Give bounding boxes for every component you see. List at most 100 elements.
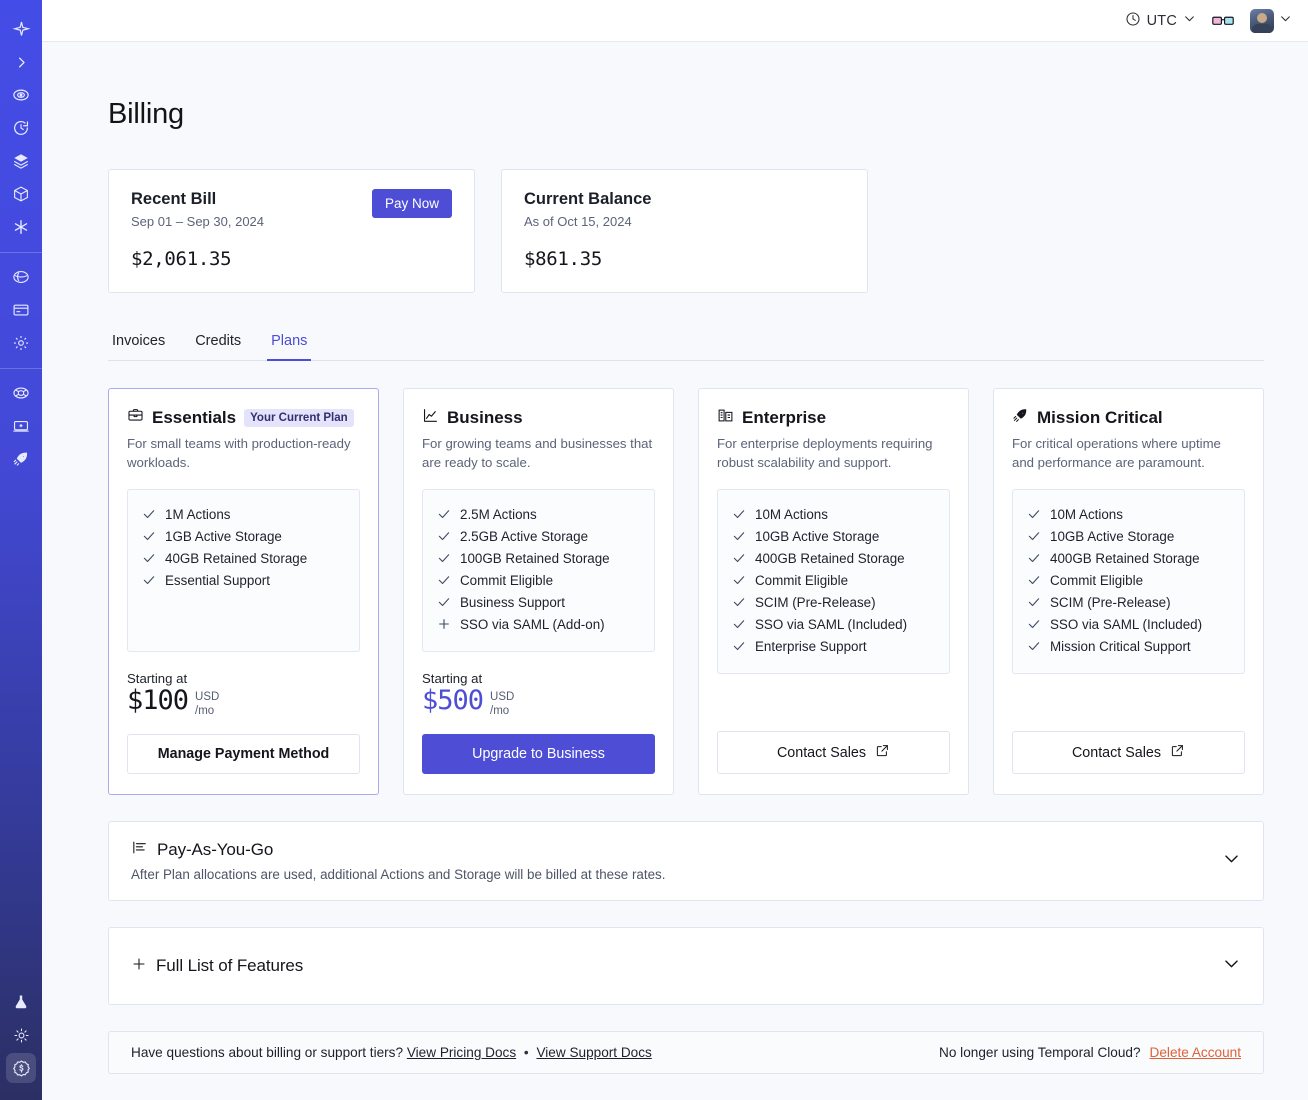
price-period: /mo (490, 705, 510, 718)
chevron-down-icon[interactable] (1222, 849, 1241, 873)
pay-now-button[interactable]: Pay Now (371, 189, 452, 218)
expand-chevron-icon[interactable] (6, 47, 36, 77)
feature-label: SSO via SAML (Included) (1050, 616, 1203, 632)
feature-label: 10GB Active Storage (1050, 528, 1175, 544)
price-unit: USD /mo (490, 687, 514, 719)
chevron-down-icon[interactable] (1222, 954, 1241, 978)
layers-icon[interactable] (6, 146, 36, 176)
price-row: $500 USD /mo (422, 686, 655, 719)
upgrade-to-business-button[interactable]: Upgrade to Business (422, 734, 655, 774)
current-balance-card: Current Balance As of Oct 15, 2024 $861.… (501, 169, 868, 293)
feature-label: SCIM (Pre-Release) (755, 594, 876, 610)
sidebar-divider-1 (0, 252, 42, 253)
schedules-icon[interactable] (6, 113, 36, 143)
check-icon (1027, 595, 1041, 609)
feature-label: 40GB Retained Storage (165, 550, 308, 566)
button-label: Manage Payment Method (157, 746, 330, 762)
accordion-text-group: Pay-As-You-Go After Plan allocations are… (131, 839, 665, 882)
chevron-down-icon (1183, 12, 1196, 29)
glasses-icon[interactable] (1212, 13, 1234, 29)
plan-name-essentials: Essentials (152, 408, 237, 427)
feature-item: SSO via SAML (Included) (732, 613, 935, 635)
plan-card-mission-critical: Mission Critical For critical operations… (993, 388, 1264, 795)
check-icon (732, 595, 746, 609)
globe-icon[interactable] (6, 262, 36, 292)
flask-icon[interactable] (6, 987, 36, 1017)
button-label: Upgrade to Business (472, 746, 605, 762)
manage-payment-method-button[interactable]: Manage Payment Method (127, 734, 360, 774)
billing-dollar-icon[interactable] (6, 1053, 36, 1083)
namespaces-icon[interactable] (6, 80, 36, 110)
user-menu[interactable] (1250, 8, 1292, 33)
check-icon (437, 595, 451, 609)
feature-item: 10M Actions (1027, 503, 1230, 525)
check-icon (1027, 507, 1041, 521)
chart-line-icon (422, 407, 439, 429)
plan-footer-enterprise: Contact Sales (717, 731, 950, 774)
feature-list-enterprise: 10M Actions 10GB Active Storage 400GB Re… (717, 489, 950, 675)
view-pricing-docs-link[interactable]: View Pricing Docs (406, 1045, 517, 1060)
cube-icon[interactable] (6, 179, 36, 209)
check-icon (732, 507, 746, 521)
feature-label: Essential Support (165, 572, 270, 588)
external-link-icon (1170, 743, 1185, 762)
feature-item: Enterprise Support (732, 635, 935, 657)
feature-label: SSO via SAML (Included) (755, 616, 908, 632)
feature-item: Business Support (437, 591, 640, 613)
left-sidebar (0, 0, 42, 1100)
price-currency: USD (490, 690, 515, 703)
plan-cards: Essentials Your Current Plan For small t… (108, 388, 1264, 795)
check-icon (1027, 529, 1041, 543)
page-title: Billing (108, 98, 184, 130)
plan-header-enterprise: Enterprise (717, 407, 950, 429)
lifebuoy-icon[interactable] (6, 378, 36, 408)
feature-item: SCIM (Pre-Release) (1027, 591, 1230, 613)
timezone-selector[interactable]: UTC (1125, 11, 1196, 31)
accordion-full-list-of-features[interactable]: Full List of Features (108, 927, 1264, 1005)
check-icon (142, 529, 156, 543)
check-icon (732, 617, 746, 631)
timezone-label: UTC (1146, 12, 1177, 29)
plan-footer-business: Starting at $500 USD /mo Upgrade to Busi… (422, 671, 655, 774)
asterisk-icon[interactable] (6, 212, 36, 242)
feature-label: Enterprise Support (755, 638, 867, 654)
button-label: Contact Sales (776, 744, 866, 761)
contact-sales-button-enterprise[interactable]: Contact Sales (717, 731, 950, 774)
plan-description-mission-critical: For critical operations where uptime and… (1012, 436, 1221, 471)
building-icon (717, 407, 734, 429)
sun-icon[interactable] (6, 1020, 36, 1050)
feature-label: 10M Actions (1050, 506, 1123, 522)
check-icon (1027, 573, 1041, 587)
check-icon (732, 573, 746, 587)
view-support-docs-link[interactable]: View Support Docs (536, 1045, 652, 1060)
sidebar-bottom-group (6, 987, 36, 1100)
feature-item: SCIM (Pre-Release) (732, 591, 935, 613)
check-icon (142, 507, 156, 521)
feature-item: 2.5M Actions (437, 503, 640, 525)
feature-item: Commit Eligible (1027, 569, 1230, 591)
list-bars-icon (131, 839, 148, 861)
billing-help-footer: Have questions about billing or support … (108, 1031, 1264, 1074)
feature-label: Mission Critical Support (1050, 638, 1191, 654)
tab-plans[interactable]: Plans (267, 333, 312, 361)
delete-account-link[interactable]: Delete Account (1149, 1045, 1241, 1060)
feature-label: 2.5M Actions (460, 506, 537, 522)
gear-icon[interactable] (6, 328, 36, 358)
contact-sales-button-mission-critical[interactable]: Contact Sales (1012, 731, 1245, 774)
price-currency: USD (195, 690, 220, 703)
feature-label: SCIM (Pre-Release) (1050, 594, 1171, 610)
feature-label: 10GB Active Storage (755, 528, 880, 544)
credit-card-icon[interactable] (6, 295, 36, 325)
feature-item: 40GB Retained Storage (142, 547, 345, 569)
rocket-icon[interactable] (6, 444, 36, 474)
check-icon (437, 529, 451, 543)
recent-bill-period: Sep 01 – Sep 30, 2024 (131, 214, 265, 229)
accordion-pay-as-you-go[interactable]: Pay-As-You-Go After Plan allocations are… (108, 821, 1264, 901)
summary-cards: Recent Bill Sep 01 – Sep 30, 2024 Pay No… (108, 169, 1264, 293)
feature-item: 100GB Retained Storage (437, 547, 640, 569)
temporal-logo-icon[interactable] (6, 14, 36, 44)
laptop-icon[interactable] (6, 411, 36, 441)
tab-credits[interactable]: Credits (195, 333, 242, 349)
tab-invoices[interactable]: Invoices (112, 333, 166, 349)
